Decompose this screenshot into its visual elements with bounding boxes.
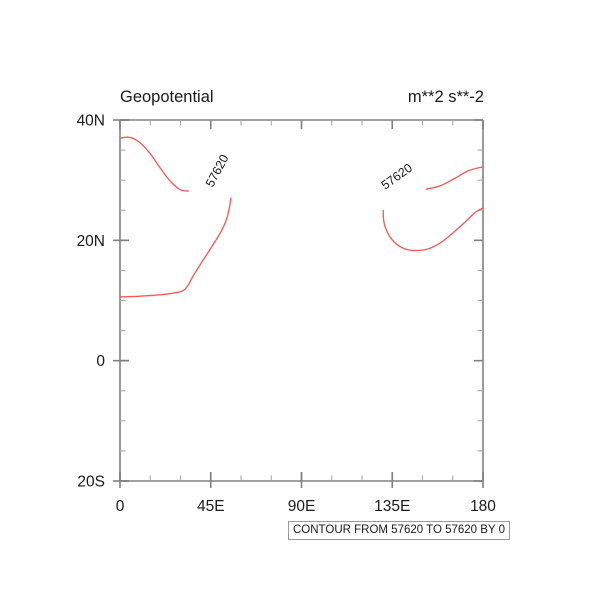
y-axis-label-2: 0 [96,353,105,370]
x-axis-label-2: 90E [288,498,316,515]
x-axis-label-0: 0 [116,498,125,515]
contour-lines [119,136,484,298]
y-axis-label-0: 40N [77,113,105,130]
y-axis-label-3: 20S [77,474,105,491]
contour-caption-box: CONTOUR FROM 57620 TO 57620 BY 0 [288,521,510,540]
contour-path-0-0 [119,136,190,192]
plot-axes [119,119,484,482]
x-axis-label-3: 135E [374,498,410,515]
units-label: m**2 s**-2 [408,88,484,106]
x-axis-label-1: 45E [197,498,225,515]
x-axis-label-4: 180 [470,498,496,515]
contour-path-1-1 [382,207,484,252]
contour-label-1: 57620 [379,161,415,193]
axis-tick-labels: 0 45E 90E 135E 180 40N 20N 0 20S [77,113,497,516]
contour-path-1-0 [425,166,484,190]
contour-level-labels: 57620 57620 [203,152,415,192]
contour-path-0-1 [119,197,232,298]
axis-ticks [113,119,484,488]
page-title: Geopotential [120,88,214,106]
contour-label-0: 57620 [203,152,232,189]
y-axis-label-1: 20N [77,233,105,250]
